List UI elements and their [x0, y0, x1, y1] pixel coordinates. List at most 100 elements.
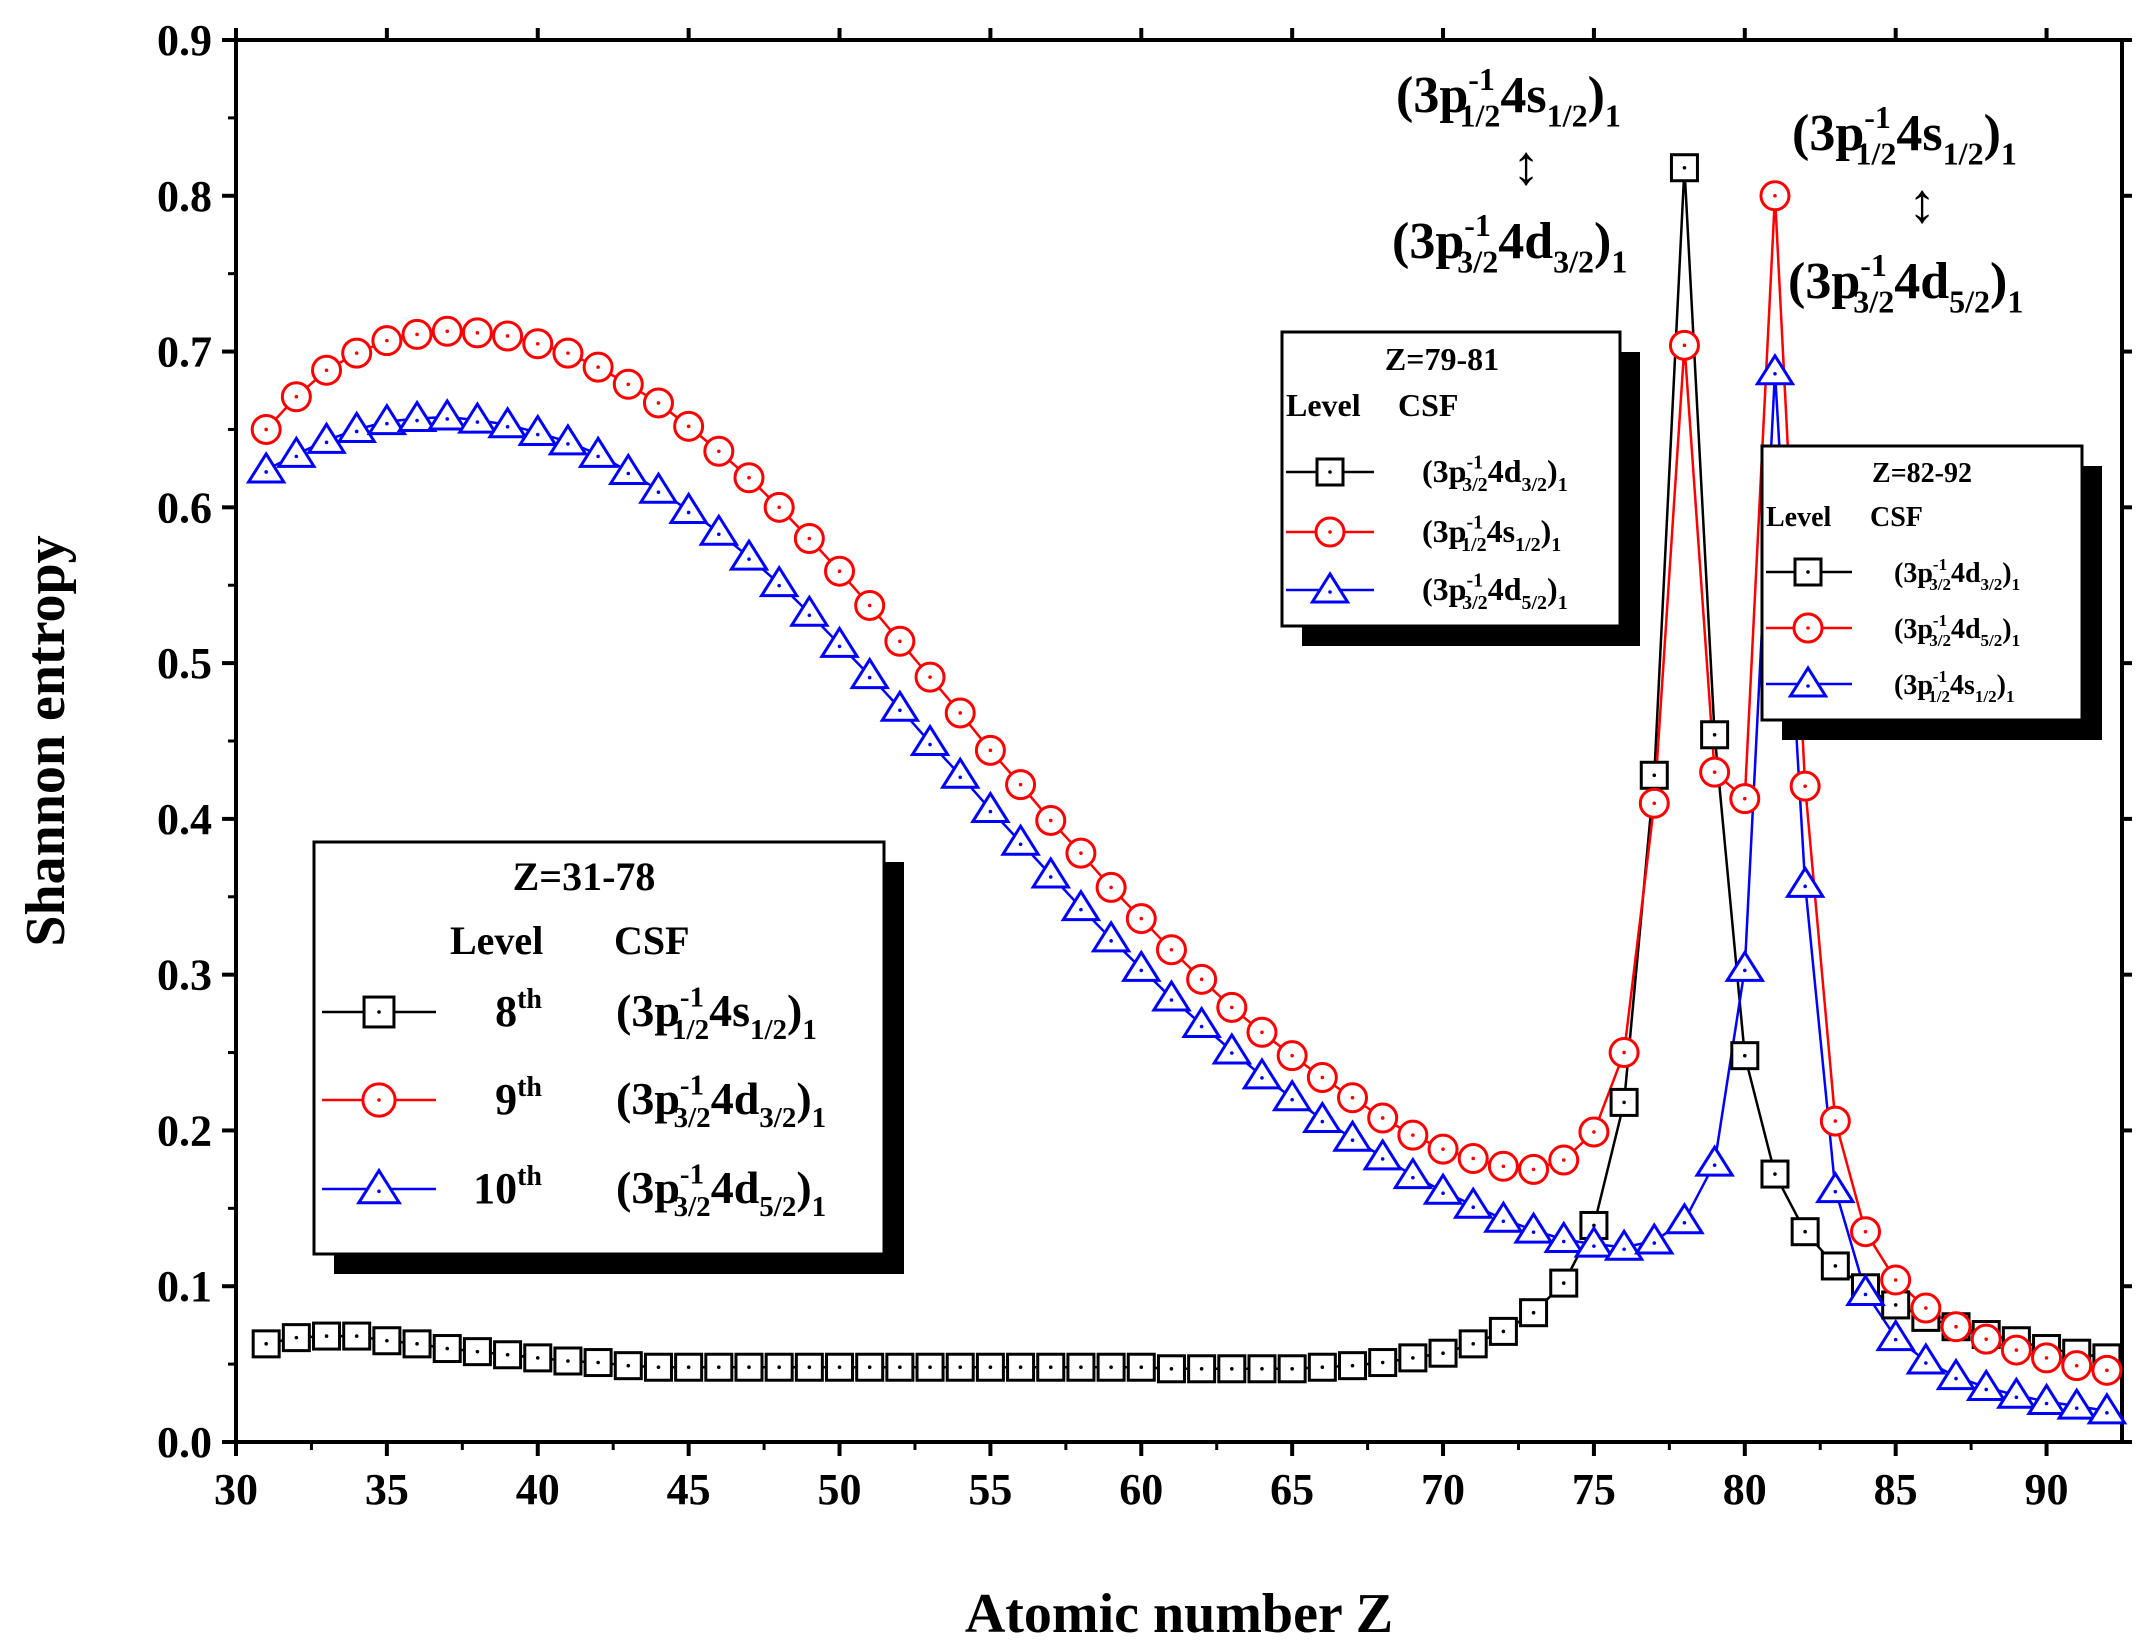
csf-part-j: 1 [2012, 631, 2021, 650]
data-point-square [462, 1337, 492, 1367]
data-point-triangle [849, 656, 891, 690]
transition-annotation: (3p-1 1/24s1/2)1↕(3p-1 3/24d5/2)1 [1788, 99, 2023, 319]
data-point-circle [642, 387, 674, 419]
csf-part-sub2: 3/2 [1981, 575, 2003, 594]
data-point-circle [974, 734, 1006, 766]
csf-part-sub1: 3/2 [1929, 631, 1951, 650]
legend-csf: (3p-1 3/24d3/2)1 [616, 1070, 826, 1134]
data-point-square [915, 1352, 945, 1382]
data-point-circle [1819, 1105, 1851, 1137]
data-point-circle [1699, 756, 1731, 788]
data-point-triangle [638, 471, 679, 504]
data-point-triangle [1965, 1368, 2007, 1401]
x-tick-label: 75 [1572, 1465, 1616, 1514]
data-point-circle [341, 337, 373, 369]
data-point-triangle [1664, 1201, 1705, 1235]
data-point-square [583, 1348, 613, 1378]
csf-part-end: ) [1990, 253, 2007, 310]
legend-box [312, 840, 886, 1256]
data-point-circle [1314, 516, 1346, 548]
transition-annotation: (3p-1 1/24s1/2)1↕(3p-1 3/24d3/2)1 [1392, 61, 1627, 279]
data-point-triangle [1181, 1005, 1222, 1039]
data-point-triangle [607, 452, 649, 486]
annotation-layer: (3p-1 1/24s1/2)1↕(3p-1 3/24d3/2)1(3p-1 1/24… [1392, 61, 2023, 319]
data-point-square [613, 1351, 643, 1381]
legend-level: 8th [495, 984, 542, 1036]
legend-csf: (3p-1 1/24s1/2)1 [616, 982, 817, 1046]
data-point-circle [492, 320, 524, 352]
csf-part-sub2: 1/2 [1547, 98, 1588, 134]
data-point-square [1315, 457, 1345, 487]
data-point-triangle [970, 790, 1011, 824]
data-point-circle [431, 315, 463, 347]
csf-part-shell: (3p [1894, 614, 1933, 645]
data-point-triangle [1211, 1032, 1253, 1065]
csf-part-sub1: 1/2 [1856, 136, 1897, 172]
data-point-circle [1005, 769, 1037, 801]
data-point-circle [944, 697, 976, 729]
data-point-square [1519, 1298, 1549, 1328]
csf-part-end: ) [787, 985, 802, 1036]
data-point-triangle [668, 491, 709, 524]
csf-part-exp: -1 [1466, 570, 1483, 592]
data-point-triangle [1573, 1225, 1615, 1258]
data-point-circle [1910, 1292, 1942, 1324]
data-point-triangle [276, 435, 317, 468]
data-point-square [1458, 1329, 1488, 1359]
csf-part-j: 1 [1611, 244, 1627, 280]
data-point-triangle [1090, 920, 1132, 953]
data-point-circle [1792, 612, 1824, 644]
data-point-triangle [1060, 888, 1102, 922]
csf-part-sub2: 3/2 [1521, 474, 1547, 496]
legend-csf: (3p-1 3/24d5/2)1 [616, 1159, 826, 1223]
data-point-square [342, 1321, 372, 1351]
level-number: 9 [495, 1075, 517, 1124]
csf-part-sub2: 1/2 [1975, 687, 1997, 706]
data-point-triangle [909, 723, 951, 757]
y-tick-label: 0.6 [157, 483, 212, 532]
data-point-square [825, 1352, 855, 1382]
csf-part-sub1: 3/2 [1457, 244, 1498, 280]
csf-part-sub2: 5/2 [759, 1191, 796, 1223]
data-point-circle [552, 337, 584, 369]
data-point-circle [311, 354, 343, 386]
data-point-triangle [1452, 1186, 1494, 1219]
data-point-square [1669, 153, 1699, 183]
csf-part-sub2: 5/2 [1949, 284, 1990, 320]
y-tick-label: 0.8 [157, 172, 212, 221]
legend-level: 9th [495, 1072, 542, 1124]
series-layer [245, 153, 2128, 1425]
legend-col-level: Level [450, 918, 543, 963]
annotation-bottom-csf: (3p-1 3/24d3/2)1 [1392, 207, 1627, 279]
csf-part-shell: (3p [616, 1162, 680, 1213]
data-point-square [1066, 1352, 1096, 1382]
data-point-circle [1638, 787, 1670, 819]
data-point-triangle [1302, 1100, 1343, 1134]
data-point-triangle [1996, 1376, 2037, 1409]
csf-part-mid: 4d [711, 1162, 760, 1213]
data-point-circle [793, 522, 825, 554]
x-tick-label: 30 [214, 1465, 258, 1514]
data-point-square [1217, 1354, 1247, 1384]
data-point-square [764, 1352, 794, 1382]
data-point-square [704, 1352, 734, 1382]
data-point-triangle [1724, 949, 1766, 982]
data-point-square [945, 1352, 975, 1382]
double-arrow-icon: ↕ [1908, 173, 1936, 235]
data-point-square [1368, 1348, 1398, 1378]
data-point-triangle [1754, 352, 1796, 386]
csf-part-sub1: 1/2 [1928, 687, 1950, 706]
data-point-triangle [366, 402, 408, 436]
x-tick-label: 50 [818, 1465, 862, 1514]
csf-part-sub2: 1/2 [750, 1014, 787, 1046]
csf-part-shell: (3p [1422, 513, 1466, 549]
y-tick-label: 0.4 [157, 795, 212, 844]
legend-col-level: Level [1766, 502, 1832, 533]
csf-part-mid: 4d [1488, 571, 1522, 607]
data-point-square [674, 1352, 704, 1382]
data-point-square [1096, 1352, 1126, 1382]
data-point-square [1760, 1159, 1790, 1189]
csf-part-sub2: 3/2 [1553, 244, 1594, 280]
